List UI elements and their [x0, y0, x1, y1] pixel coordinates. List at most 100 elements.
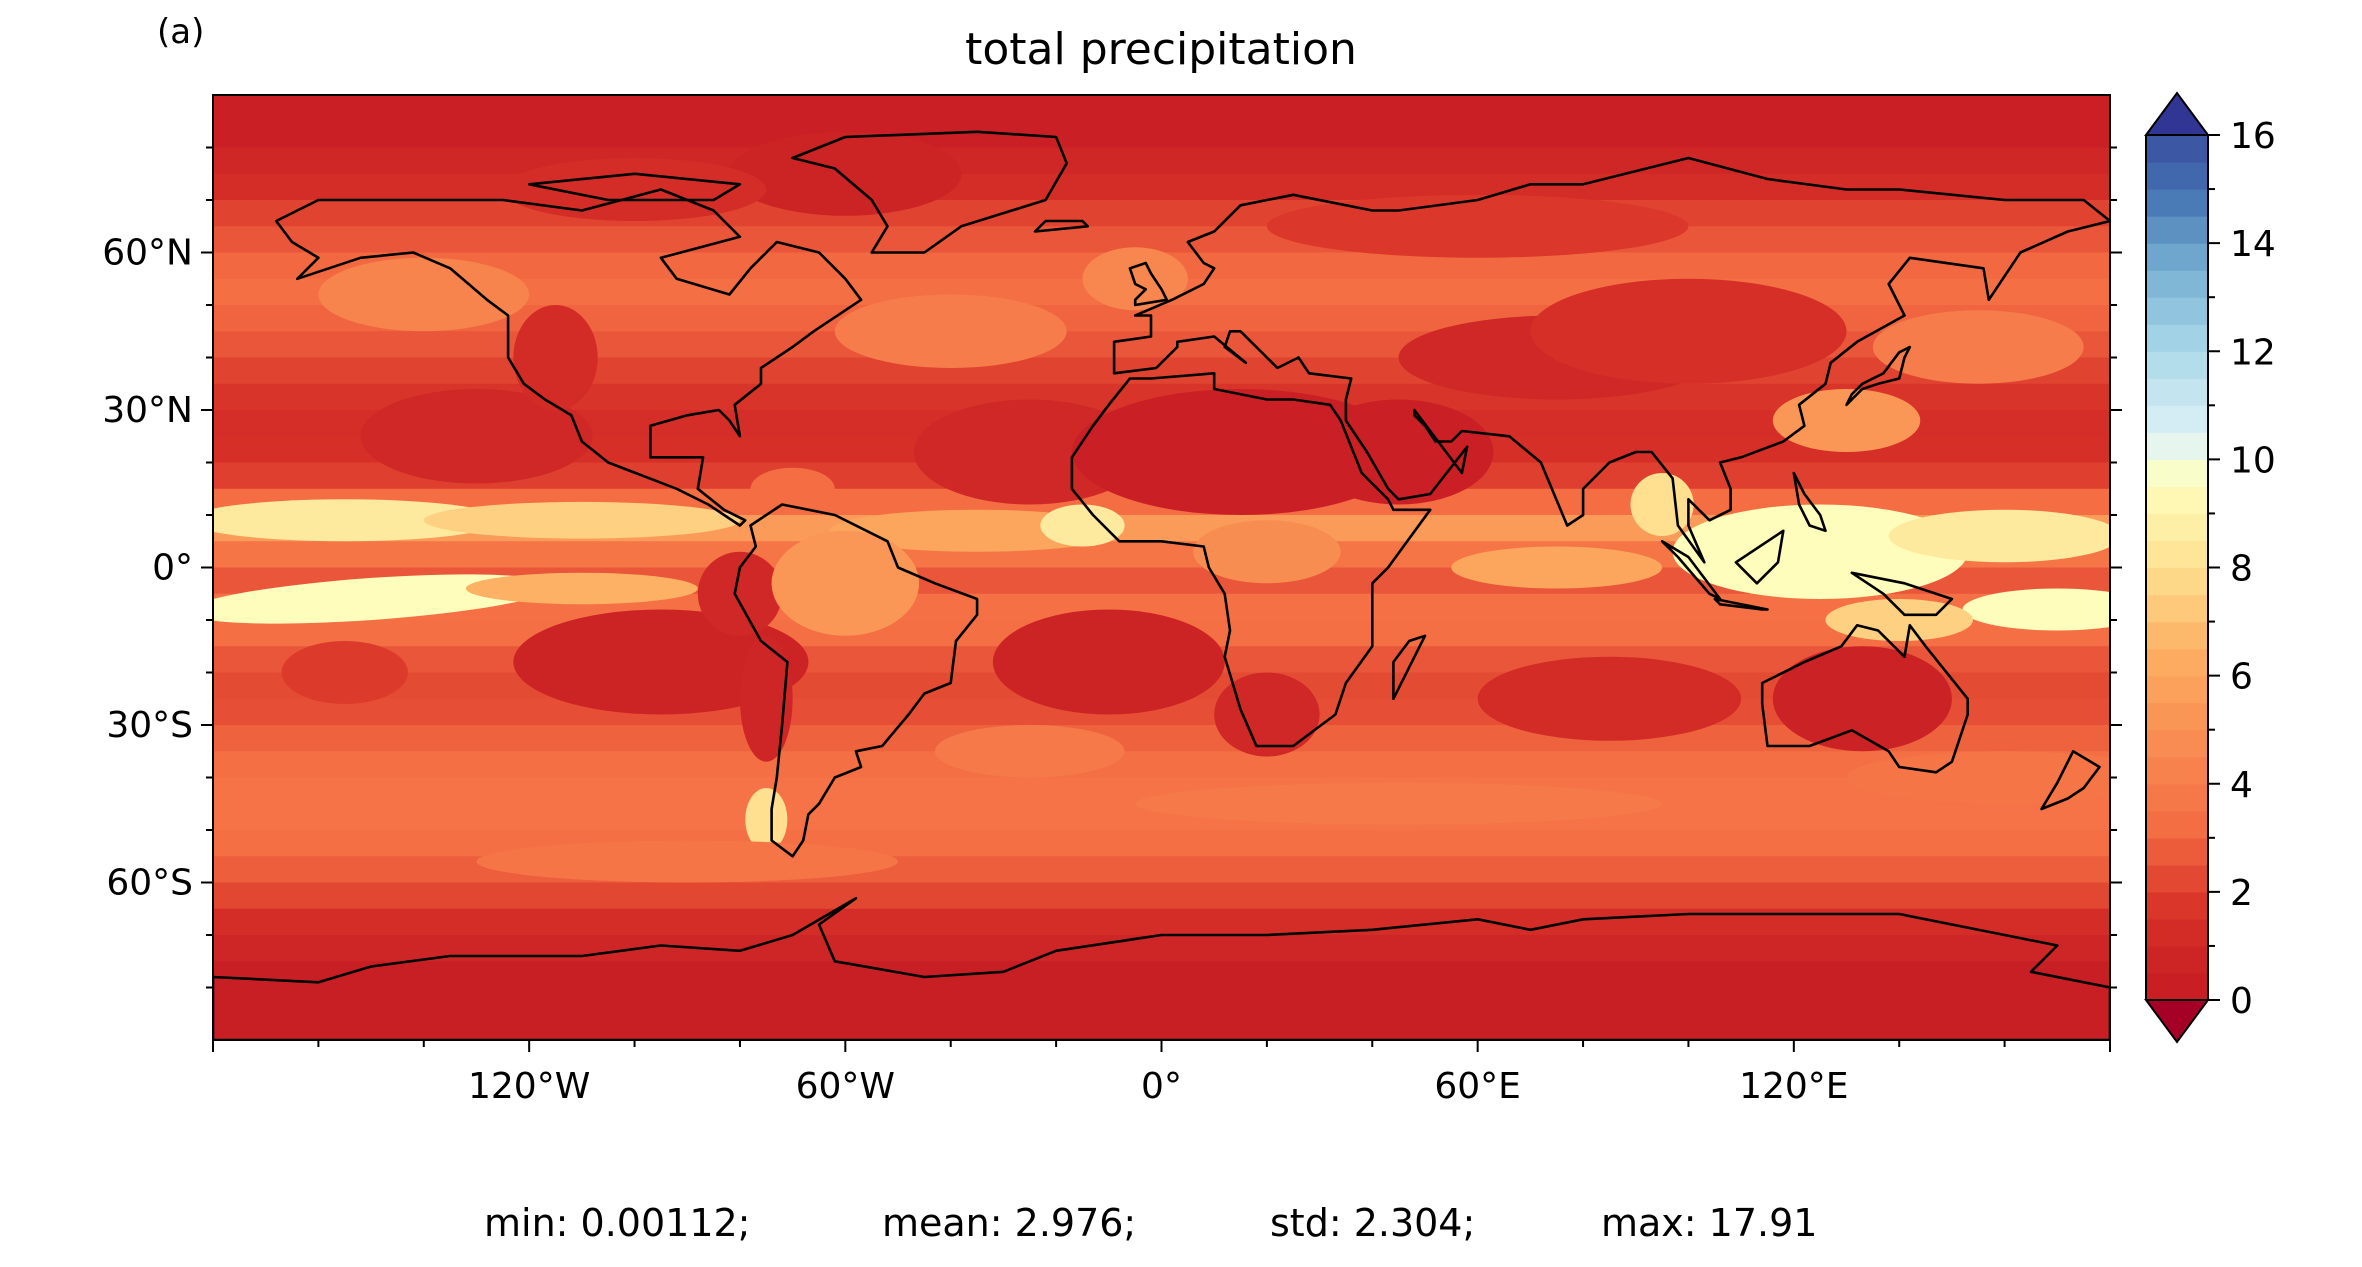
colorbar-segment [2146, 918, 2208, 947]
colorbar-tick-label: 2 [2230, 873, 2253, 914]
colorbar-extend-min [2144, 999, 2210, 1044]
stat-mean: mean: 2.976; [882, 1201, 1136, 1245]
longitude-axis: 120°W 60°W 0° 60°E 120°E [212, 1040, 2111, 1107]
precip-patch [771, 530, 920, 636]
precip-patch [729, 131, 962, 216]
coastline [2040, 750, 2101, 811]
colorbar-segment [2146, 378, 2208, 406]
precip-patch [1962, 588, 2110, 631]
coastline [1070, 372, 1432, 748]
precip-patch [934, 725, 1125, 778]
coastline [1128, 261, 1169, 307]
colorbar-segment [2146, 162, 2208, 190]
colorbar-segment [2146, 972, 2208, 1001]
precipitation-field [213, 131, 2110, 883]
lat-band [213, 882, 2110, 910]
precip-patch [1888, 509, 2110, 563]
precip-patch [465, 572, 698, 605]
colorbar-segment [2146, 351, 2208, 379]
colorbar-extend-max [2144, 91, 2210, 136]
lat-band [213, 95, 2110, 149]
map-area [213, 95, 2110, 1040]
colorbar [2144, 91, 2210, 1044]
coastlines [213, 130, 2110, 1040]
coastline [1392, 634, 1427, 701]
colorbar-tick-label: 0 [2230, 981, 2253, 1022]
precip-patch [1772, 646, 1952, 752]
precip-patch [1303, 399, 1494, 505]
colorbar-segment [2146, 864, 2208, 893]
panel-label: (a) [157, 12, 204, 52]
precip-patch [1672, 504, 1968, 599]
colorbar-segment [2146, 216, 2208, 244]
coastline [1792, 471, 1827, 533]
coastline [1713, 597, 1769, 611]
lat-tick-label: 30°S [106, 705, 193, 746]
lat-tick-label: 30°N [102, 390, 193, 431]
lon-tick-label: 120°W [468, 1066, 590, 1107]
lon-tick-label: 0° [1141, 1066, 1182, 1107]
colorbar-segment [2146, 243, 2208, 271]
precip-patch [1266, 194, 1689, 258]
stat-min: min: 0.00112; [484, 1201, 750, 1245]
precip-patch [1872, 310, 2084, 384]
precip-patch [750, 467, 835, 510]
precip-patch [697, 551, 783, 636]
precip-patch [1040, 504, 1125, 547]
precip-patch [1193, 520, 1341, 584]
precip-patch [1530, 278, 1847, 384]
precip-patch [1214, 672, 1320, 757]
lat-band [213, 147, 2110, 175]
precip-patch [745, 788, 788, 851]
colorbar-segment [2146, 405, 2208, 433]
colorbar-segment [2146, 270, 2208, 298]
precip-patch [213, 574, 556, 624]
lon-tick-label: 60°W [796, 1066, 895, 1107]
colorbar-tick-label: 6 [2230, 657, 2253, 698]
colorbar-segment [2146, 567, 2208, 596]
coastline [527, 172, 742, 202]
colorbar-segment [2146, 297, 2208, 325]
colorbar-segment [2146, 621, 2208, 650]
lat-tick-label: 0° [152, 548, 193, 589]
lat-band [213, 200, 2110, 228]
stat-max: max: 17.91 [1601, 1201, 1817, 1245]
colorbar-tick-label: 16 [2230, 116, 2276, 157]
colorbar-segment [2146, 729, 2208, 758]
precip-patch [992, 609, 1225, 715]
latitude-axis: 60°N 30°N 0° 30°S 60°S [102, 146, 2122, 989]
lat-band [213, 935, 2110, 963]
coastline [1734, 529, 1785, 585]
colorbar-segment [2146, 702, 2208, 731]
coastline [791, 130, 1068, 254]
lon-tick-label: 120°E [1739, 1066, 1848, 1107]
coastline [1760, 624, 1969, 774]
colorbar-tick-label: 8 [2230, 549, 2253, 590]
precip-patch [513, 609, 809, 715]
precip-patch [281, 641, 408, 704]
coastline [1033, 219, 1089, 233]
precip-patch [1772, 389, 1921, 452]
precip-patch [1451, 546, 1663, 589]
colorbar-segment [2146, 324, 2208, 352]
lat-tick-label: 60°N [102, 233, 193, 274]
precip-patch [360, 389, 593, 484]
colorbar-segment [2146, 189, 2208, 217]
precip-patch [1630, 473, 1694, 536]
coastline [274, 188, 863, 527]
precip-patch [1135, 782, 1663, 825]
colorbar-segment [2146, 756, 2208, 785]
lat-band [213, 751, 2110, 779]
colorbar-segment [2146, 783, 2208, 812]
colorbar-segment [2146, 432, 2208, 460]
colorbar-tick-label: 14 [2230, 224, 2276, 265]
colorbar-segment [2146, 486, 2208, 515]
precip-patch [1477, 656, 1742, 741]
colorbar-segment [2146, 513, 2208, 542]
coastline [733, 503, 979, 858]
precip-patch [739, 635, 793, 762]
colorbar-segment [2146, 675, 2208, 704]
colorbar-segment [2146, 810, 2208, 839]
precip-patch [1825, 599, 1973, 641]
